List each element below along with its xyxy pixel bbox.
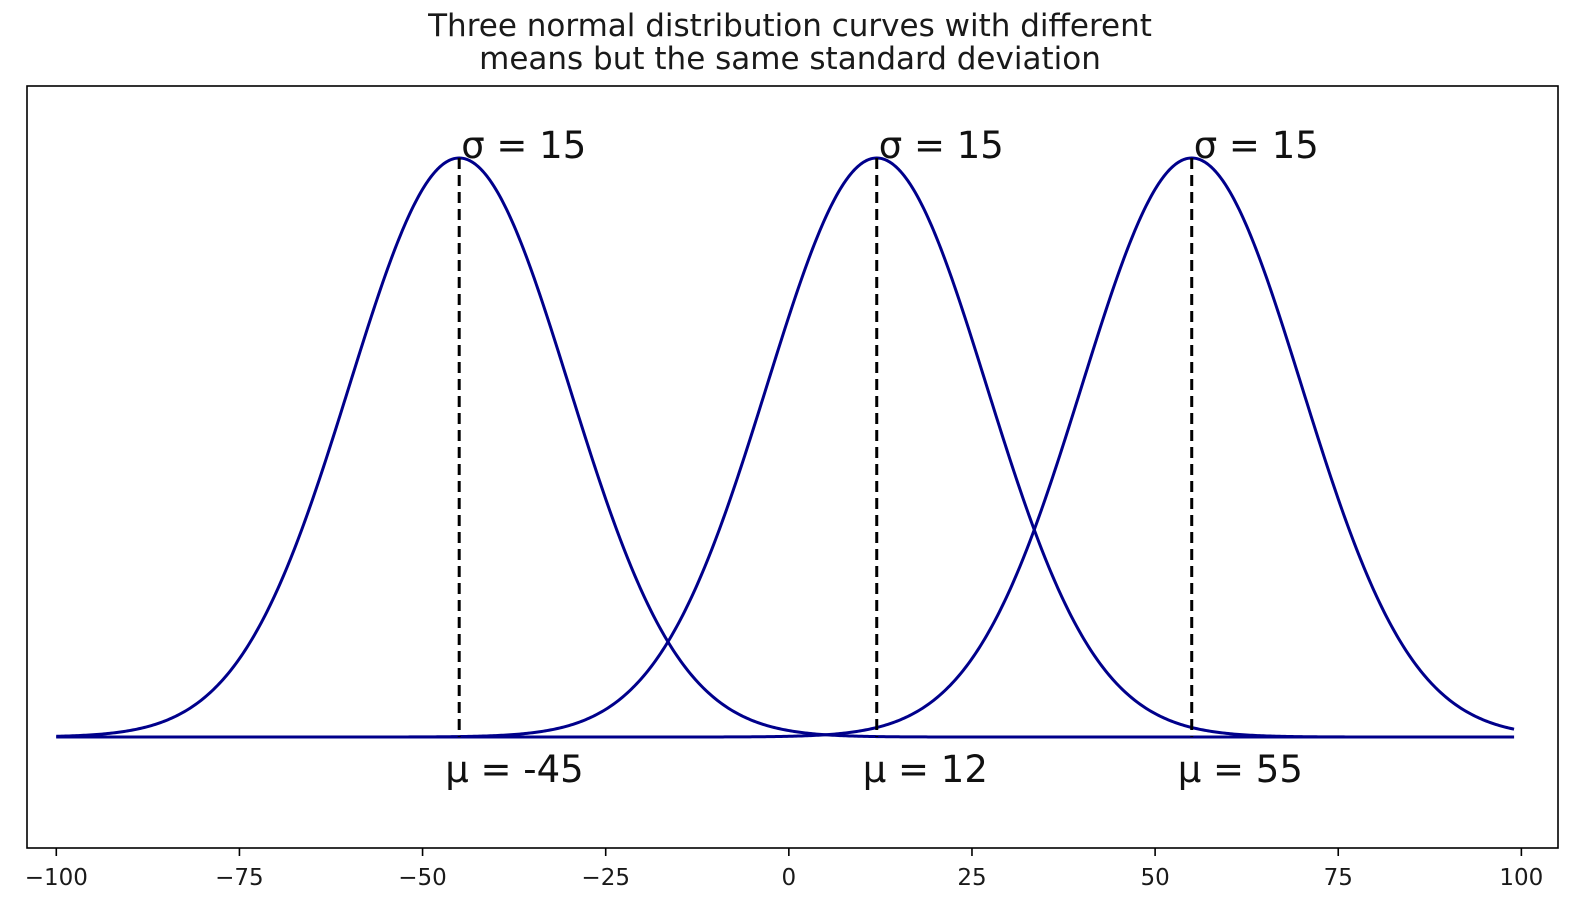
chart-title-line-1: Three normal distribution curves with di…: [427, 8, 1152, 44]
chart-title-line-2: means but the same standard deviation: [479, 41, 1101, 77]
plot-area-frame: [26, 85, 1559, 849]
x-tick-label-7: 75: [1324, 865, 1353, 891]
x-tick-label-6: 50: [1140, 865, 1169, 891]
sigma-label-1: σ = 15: [461, 124, 586, 167]
annotations: σ = 15 μ = -45 σ = 15 μ = 12 σ = 15 μ = 55: [445, 124, 1319, 791]
x-tick-label-1: −75: [215, 865, 264, 891]
series-curves: [56, 156, 1515, 739]
mean-lines: [457, 158, 1194, 737]
x-tick-label-0: −100: [25, 865, 88, 891]
normal-curve-2: [56, 156, 1515, 739]
sigma-label-2: σ = 15: [879, 124, 1004, 167]
sigma-label-3: σ = 15: [1194, 124, 1319, 167]
mu-label-3: μ = 55: [1178, 748, 1303, 791]
mu-label-2: μ = 12: [863, 748, 988, 791]
x-tick-label-2: −50: [398, 865, 447, 891]
normal-curve-3: [56, 156, 1515, 739]
mu-label-1: μ = -45: [445, 748, 584, 791]
x-axis: −100 −75 −50 −25 0 25 50 75 100: [25, 848, 1543, 891]
x-tick-label-5: 25: [957, 865, 986, 891]
x-tick-label-4: 0: [782, 865, 797, 891]
chart-title: Three normal distribution curves with di…: [427, 8, 1152, 77]
x-tick-label-8: 100: [1499, 865, 1543, 891]
x-tick-label-3: −25: [581, 865, 630, 891]
normal-curve-1: [56, 156, 1515, 739]
